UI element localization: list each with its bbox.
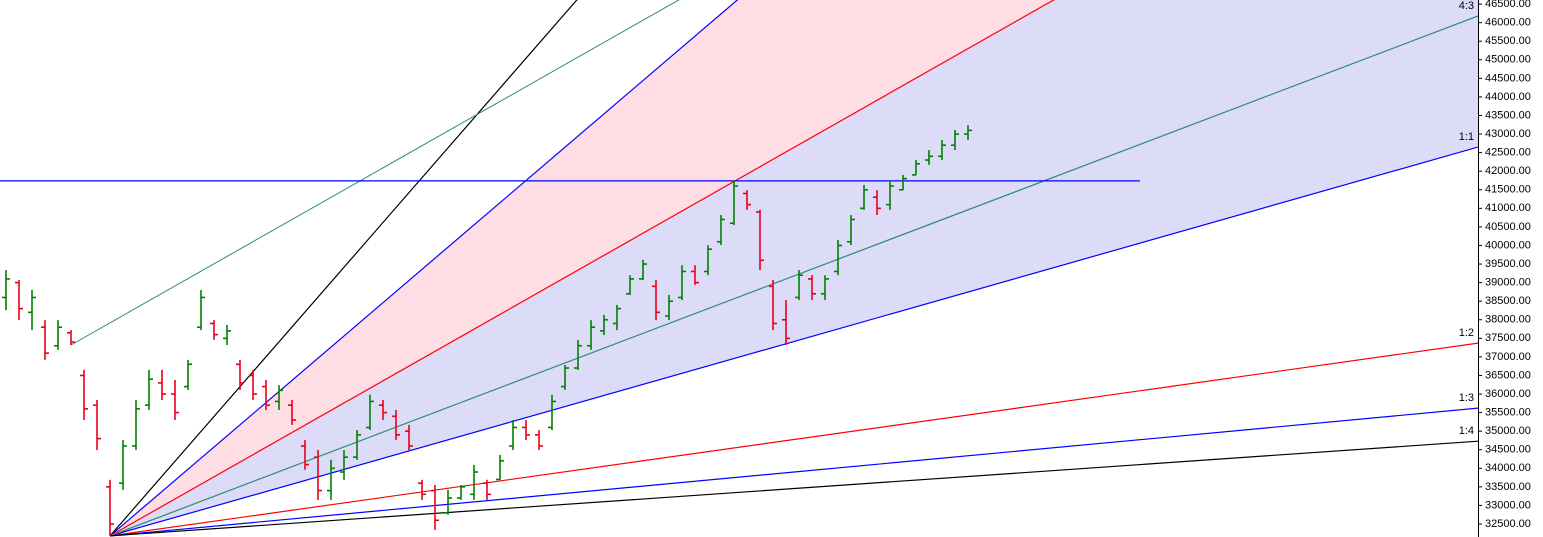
fan-label: 1:2 xyxy=(1459,327,1474,339)
y-tick-label: 43500.00 xyxy=(1485,109,1531,121)
y-tick-label: 42000.00 xyxy=(1485,165,1531,177)
y-tick-label: 46500.00 xyxy=(1485,0,1531,10)
fan-line xyxy=(109,15,1478,537)
y-tick-label: 43000.00 xyxy=(1485,128,1531,140)
fan-line xyxy=(109,0,739,537)
y-tick-label: 45500.00 xyxy=(1485,35,1531,47)
trend-line xyxy=(70,0,680,346)
fan-label: 1:4 xyxy=(1459,425,1474,437)
y-tick-label: 35000.00 xyxy=(1485,425,1531,437)
y-tick-label: 38500.00 xyxy=(1485,295,1531,307)
fan-line xyxy=(109,0,578,537)
y-tick-label: 44500.00 xyxy=(1485,72,1531,84)
y-tick-label: 32500.00 xyxy=(1485,518,1531,530)
y-tick-label: 46000.00 xyxy=(1485,17,1531,29)
y-tick-label: 33000.00 xyxy=(1485,499,1531,511)
y-tick-label: 44000.00 xyxy=(1485,91,1531,103)
fan-line xyxy=(109,440,1478,537)
fan-label: 1:3 xyxy=(1459,392,1474,404)
y-tick-label: 40000.00 xyxy=(1485,239,1531,251)
y-tick-label: 41500.00 xyxy=(1485,184,1531,196)
y-tick-label: 45000.00 xyxy=(1485,54,1531,66)
y-tick-label: 41000.00 xyxy=(1485,202,1531,214)
y-tick-label: 34000.00 xyxy=(1485,462,1531,474)
y-tick-label: 36500.00 xyxy=(1485,369,1531,381)
y-tick-label: 33500.00 xyxy=(1485,481,1531,493)
fan-label: 4:3 xyxy=(1459,0,1474,12)
y-tick-label: 39500.00 xyxy=(1485,258,1531,270)
y-tick-label: 40500.00 xyxy=(1485,221,1531,233)
fan-fill xyxy=(110,0,1478,536)
fan-label: 1:1 xyxy=(1459,131,1474,143)
y-tick-label: 39000.00 xyxy=(1485,277,1531,289)
fan-line xyxy=(109,0,1055,537)
y-tick-label: 36000.00 xyxy=(1485,388,1531,400)
y-tick-label: 34500.00 xyxy=(1485,444,1531,456)
fan-line xyxy=(109,146,1478,537)
fan-line xyxy=(109,407,1478,537)
y-axis: 1:1 4:3 1:2 1:3 1:4 32500.00 33000.00 33500.00 3… xyxy=(1459,0,1531,530)
y-tick-label: 42500.00 xyxy=(1485,147,1531,159)
plot-area xyxy=(0,0,1478,537)
y-tick-label: 37000.00 xyxy=(1485,351,1531,363)
y-tick-label: 37500.00 xyxy=(1485,332,1531,344)
y-tick-label: 35500.00 xyxy=(1485,406,1531,418)
fan-line xyxy=(109,342,1478,537)
y-tick-label: 38000.00 xyxy=(1485,314,1531,326)
